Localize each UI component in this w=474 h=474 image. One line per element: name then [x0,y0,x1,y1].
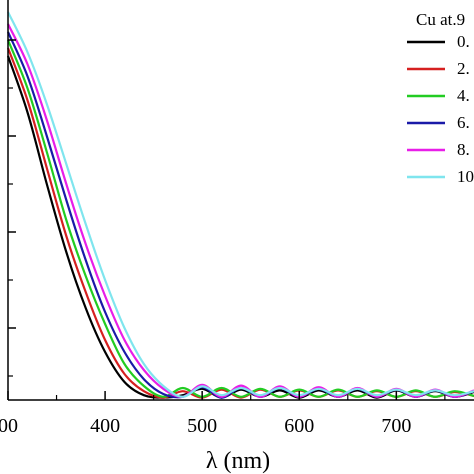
plot-background [8,0,474,400]
legend-label-0: 0. [457,32,470,51]
legend-label-5: 10 [457,167,474,186]
legend-title: Cu at.9 [416,10,465,29]
x-axis-title: λ (nm) [206,448,270,474]
legend-label-3: 6. [457,113,470,132]
legend-label-2: 4. [457,86,470,105]
legend: Cu at.9 0. 2. 4. 6. 8. 10 [407,10,474,186]
x-tick-label: 600 [284,415,314,437]
series-layer [6,11,474,399]
series-line-5 [7,11,474,398]
x-tick-label: 700 [381,415,411,437]
legend-label-4: 8. [457,140,470,159]
x-tick-label: 00 [0,415,18,437]
plot-area [8,0,474,400]
legend-label-1: 2. [457,59,470,78]
x-tick-label: 400 [90,415,120,437]
x-tick-label: 500 [187,415,217,437]
